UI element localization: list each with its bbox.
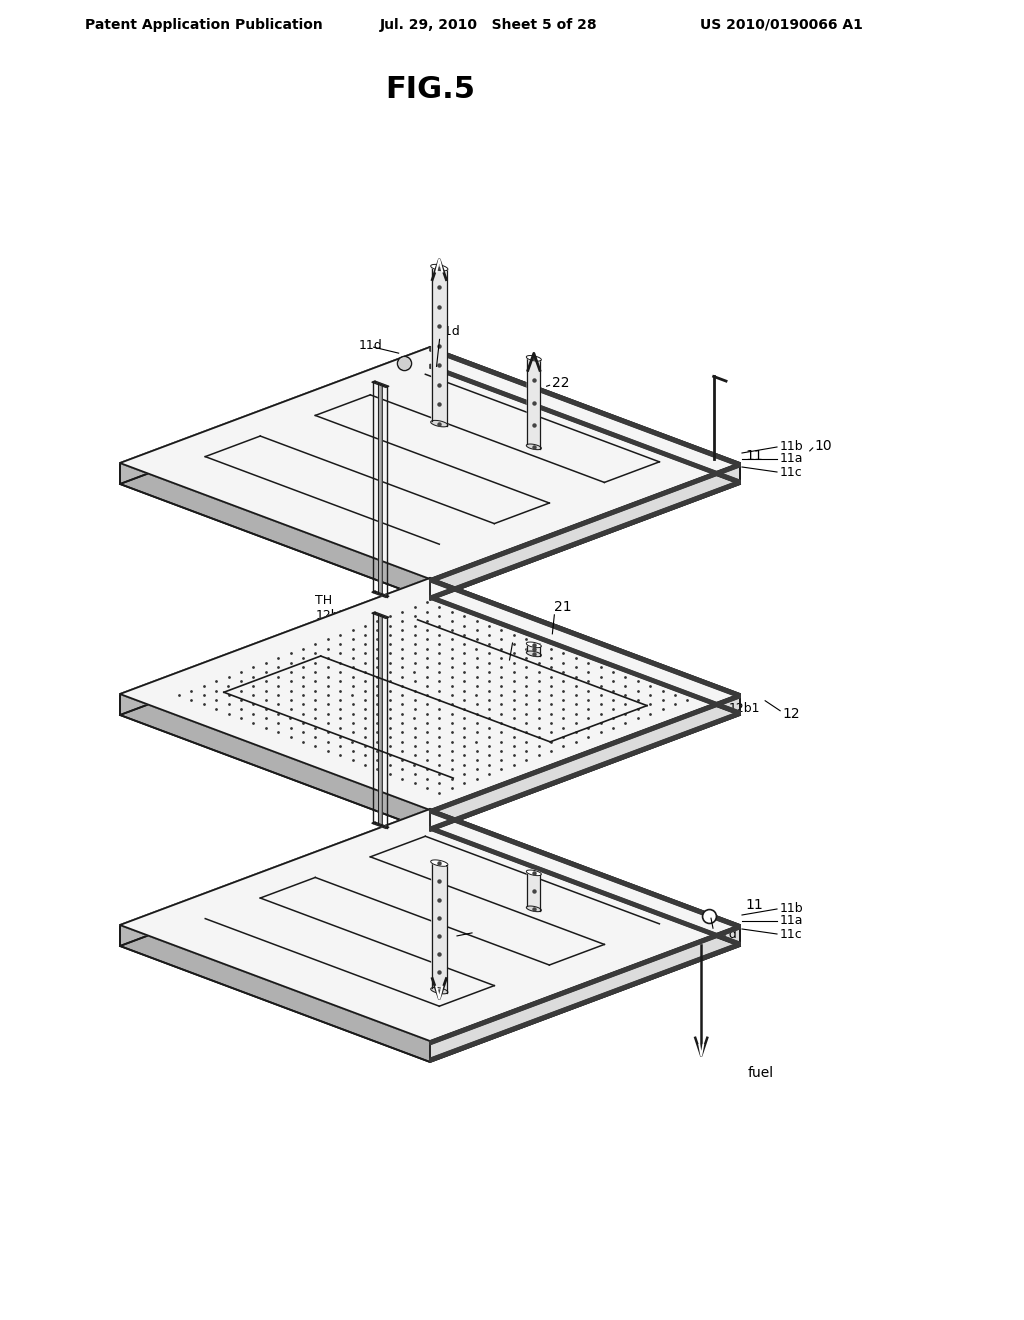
Polygon shape bbox=[120, 809, 740, 1041]
Polygon shape bbox=[430, 480, 740, 601]
Polygon shape bbox=[526, 906, 542, 912]
Polygon shape bbox=[430, 364, 740, 484]
Polygon shape bbox=[526, 642, 542, 648]
Text: 12: 12 bbox=[782, 706, 800, 721]
Polygon shape bbox=[120, 809, 430, 946]
Polygon shape bbox=[120, 347, 430, 484]
Text: 11b: 11b bbox=[780, 903, 804, 916]
Polygon shape bbox=[430, 595, 740, 715]
Polygon shape bbox=[526, 870, 542, 875]
Text: 22: 22 bbox=[552, 376, 569, 391]
Polygon shape bbox=[430, 925, 740, 1063]
Text: 11: 11 bbox=[745, 898, 763, 912]
Polygon shape bbox=[431, 264, 447, 271]
Polygon shape bbox=[120, 694, 430, 832]
Text: 11a: 11a bbox=[780, 915, 804, 928]
Text: 21: 21 bbox=[554, 599, 572, 614]
Polygon shape bbox=[120, 578, 740, 810]
Polygon shape bbox=[430, 578, 740, 698]
Text: FIG.5: FIG.5 bbox=[385, 75, 475, 104]
Polygon shape bbox=[432, 861, 446, 994]
Polygon shape bbox=[372, 612, 389, 619]
Polygon shape bbox=[527, 643, 541, 656]
Polygon shape bbox=[430, 578, 740, 715]
Text: 11: 11 bbox=[745, 449, 763, 462]
Text: 11d: 11d bbox=[399, 913, 423, 927]
Polygon shape bbox=[430, 809, 740, 929]
Text: 11c: 11c bbox=[780, 928, 803, 940]
Polygon shape bbox=[120, 830, 740, 1063]
Polygon shape bbox=[379, 384, 382, 595]
Polygon shape bbox=[120, 368, 740, 601]
Polygon shape bbox=[430, 925, 740, 1044]
Text: TH: TH bbox=[444, 717, 462, 730]
Text: 11d: 11d bbox=[358, 339, 382, 351]
Text: 22: 22 bbox=[447, 931, 465, 945]
Polygon shape bbox=[431, 859, 447, 866]
Polygon shape bbox=[430, 347, 740, 467]
Text: 12a: 12a bbox=[512, 628, 536, 642]
Text: fuel: fuel bbox=[748, 1067, 773, 1080]
Text: 12b2: 12b2 bbox=[315, 610, 347, 622]
Text: 12b1: 12b1 bbox=[729, 702, 760, 714]
Polygon shape bbox=[372, 822, 389, 829]
Polygon shape bbox=[430, 347, 740, 484]
Text: air: air bbox=[425, 1016, 443, 1031]
Polygon shape bbox=[372, 591, 389, 598]
Polygon shape bbox=[431, 420, 447, 426]
Text: US 2010/0190066 A1: US 2010/0190066 A1 bbox=[700, 18, 863, 32]
Polygon shape bbox=[430, 809, 740, 946]
Polygon shape bbox=[526, 444, 542, 450]
Text: 11d: 11d bbox=[436, 325, 461, 338]
Polygon shape bbox=[527, 870, 541, 911]
Polygon shape bbox=[526, 355, 542, 362]
Text: 11a: 11a bbox=[780, 453, 804, 466]
Text: 10: 10 bbox=[815, 438, 833, 453]
Polygon shape bbox=[120, 578, 430, 715]
Polygon shape bbox=[432, 265, 446, 426]
Polygon shape bbox=[372, 381, 389, 388]
Text: TH: TH bbox=[315, 594, 333, 607]
Polygon shape bbox=[430, 826, 740, 946]
Polygon shape bbox=[430, 463, 740, 582]
Polygon shape bbox=[430, 711, 740, 832]
Text: 11b: 11b bbox=[780, 441, 804, 454]
Polygon shape bbox=[526, 651, 542, 656]
Polygon shape bbox=[430, 942, 740, 1063]
Polygon shape bbox=[430, 694, 740, 813]
Text: 11c: 11c bbox=[780, 466, 803, 479]
Polygon shape bbox=[431, 987, 447, 994]
Polygon shape bbox=[120, 925, 430, 1063]
Text: Jul. 29, 2010   Sheet 5 of 28: Jul. 29, 2010 Sheet 5 of 28 bbox=[380, 18, 598, 32]
Polygon shape bbox=[527, 356, 541, 449]
Polygon shape bbox=[120, 599, 740, 832]
Polygon shape bbox=[120, 463, 430, 601]
Polygon shape bbox=[430, 463, 740, 601]
Polygon shape bbox=[379, 615, 382, 826]
Text: 11d: 11d bbox=[714, 928, 737, 941]
Polygon shape bbox=[430, 694, 740, 832]
Text: Patent Application Publication: Patent Application Publication bbox=[85, 18, 323, 32]
Polygon shape bbox=[120, 347, 740, 579]
